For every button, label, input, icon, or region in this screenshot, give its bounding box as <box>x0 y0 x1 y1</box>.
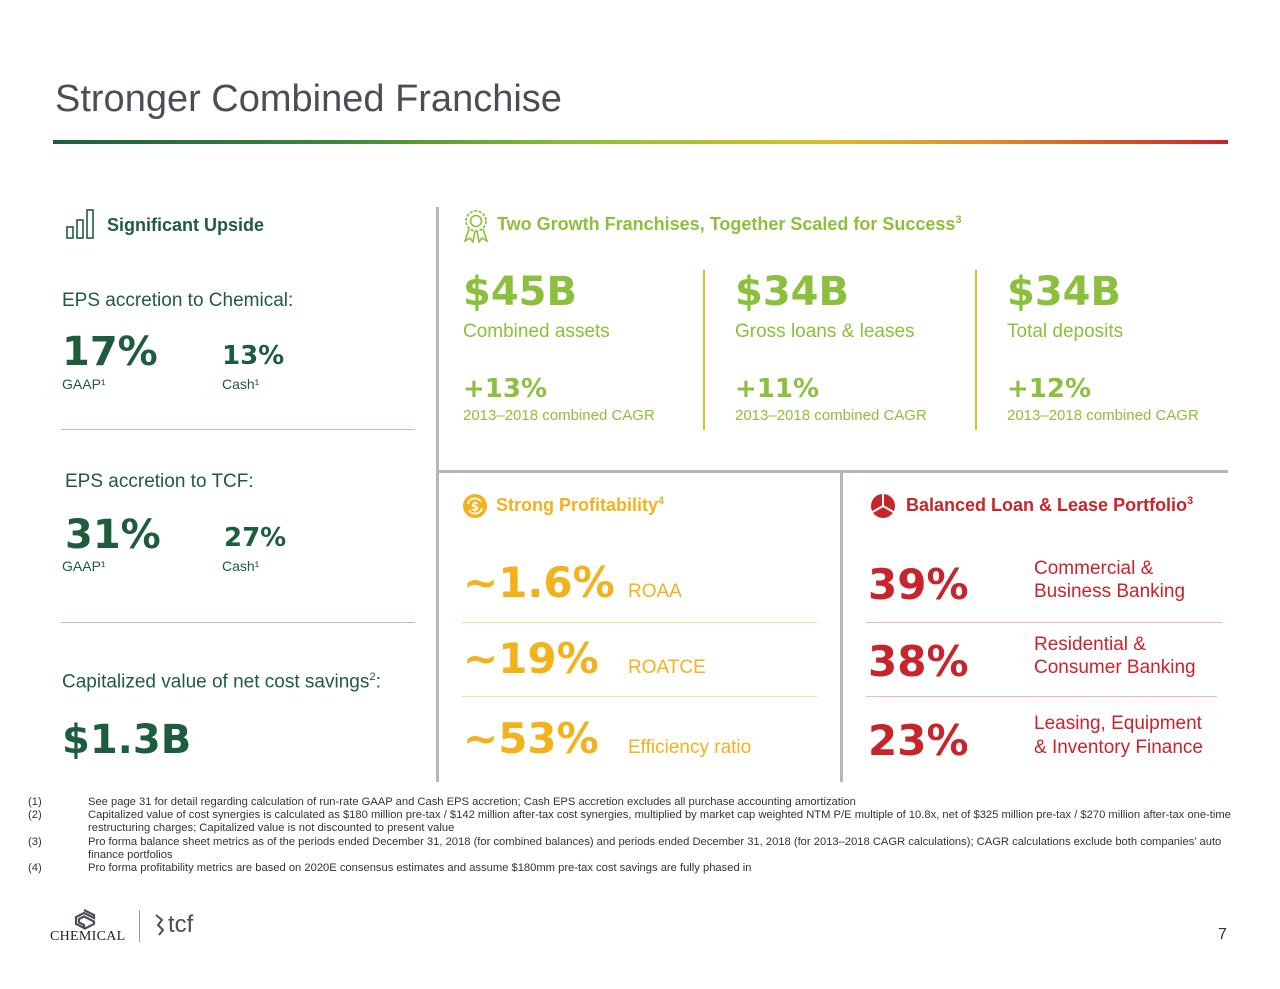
portfolio-label-residential-2: Consumer Banking <box>1034 657 1196 678</box>
profitability-label-roatce: ROATCE <box>628 657 706 678</box>
profitability-label-roaa: ROAA <box>628 581 682 602</box>
metric-label-deposits: Total deposits <box>1007 321 1124 342</box>
metric-growth-loans: +11% <box>735 374 820 404</box>
portfolio-label-leasing-1: Leasing, Equipment <box>1034 713 1202 734</box>
left-panel-divider <box>436 207 439 782</box>
chemical-logo-text: CHEMICAL <box>50 929 126 944</box>
tcf-logo-text: tcf <box>168 911 194 938</box>
metric-growth-label-assets: 2013–2018 combined CAGR <box>463 407 655 424</box>
dollar-refresh-icon: $ <box>462 493 488 519</box>
cap-savings-value: $1.3B <box>62 717 192 763</box>
footnote-1: (1) See page 31 for detail regarding calc… <box>28 796 856 808</box>
eps-chemical-label: EPS accretion to Chemical: <box>62 290 294 311</box>
portfolio-value-commercial: 39% <box>868 560 969 609</box>
tcf-logo-mark <box>155 914 165 936</box>
metric-label-loans: Gross loans & leases <box>735 321 915 342</box>
eps-chemical-cash-label: Cash¹ <box>222 376 260 392</box>
metric-growth-assets: +13% <box>463 374 548 404</box>
profitability-value-roaa: ~1.6% <box>463 558 615 607</box>
bar-chart-icon <box>66 207 96 239</box>
portfolio-label-commercial-1: Commercial & <box>1034 558 1154 579</box>
profitability-rule-2 <box>462 696 817 697</box>
logo-divider <box>139 910 140 942</box>
footnote-2: (2) Capitalized value of cost synergies i… <box>28 809 1231 835</box>
profitability-label-efficiency: Efficiency ratio <box>628 737 752 758</box>
chemical-logo-mark <box>74 909 96 930</box>
footnote-4: (4) Pro forma profitability metrics are b… <box>28 862 752 875</box>
eps-chemical-gaap-label: GAAP¹ <box>62 376 106 392</box>
eps-tcf-gaap-label: GAAP¹ <box>62 558 106 574</box>
metric-label-assets: Combined assets <box>463 321 610 342</box>
portfolio-label-residential-1: Residential & <box>1034 634 1146 655</box>
metric-growth-deposits: +12% <box>1007 374 1092 404</box>
footnote-3: (3) Pro forma balance sheet metrics as of… <box>28 835 1222 861</box>
profitability-value-efficiency: ~53% <box>463 714 599 763</box>
portfolio-label-commercial-2: Business Banking <box>1034 581 1186 602</box>
eps-tcf-cash-value: 27% <box>224 523 287 553</box>
portfolio-label-leasing-2: & Inventory Finance <box>1034 737 1203 758</box>
metric-divider-1 <box>703 270 705 430</box>
title-gradient-rule <box>53 140 1228 144</box>
eps-tcf-label: EPS accretion to TCF: <box>65 471 254 492</box>
metric-value-deposits: $34B <box>1007 269 1121 315</box>
growth-heading: Two Growth Franchises, Together Scaled f… <box>497 214 962 234</box>
metric-growth-label-loans: 2013–2018 combined CAGR <box>735 407 927 424</box>
footnotes: (1) See page 31 for detail regarding calc… <box>28 796 1233 875</box>
eps-tcf-gaap-value: 31% <box>65 512 161 558</box>
page-title: Stronger Combined Franchise <box>55 78 562 120</box>
portfolio-value-residential: 38% <box>868 637 969 686</box>
profitability-rule-1 <box>462 622 817 623</box>
pie-chart-icon <box>870 493 896 519</box>
profitability-value-roatce: ~19% <box>463 634 599 683</box>
metric-value-loans: $34B <box>735 269 849 315</box>
metric-divider-2 <box>975 270 977 430</box>
eps-chemical-cash-value: 13% <box>222 341 285 371</box>
chemical-logo: CHEMICAL <box>50 908 130 944</box>
profitability-divider <box>840 470 843 782</box>
significant-upside-heading: Significant Upside <box>107 215 265 235</box>
portfolio-rule-1 <box>866 622 1222 623</box>
page-number: 7 <box>1218 926 1227 943</box>
left-rule-1 <box>61 429 415 430</box>
portfolio-heading: Balanced Loan & Lease Portfolio3 <box>906 495 1194 515</box>
eps-tcf-cash-label: Cash¹ <box>222 558 260 574</box>
portfolio-rule-2 <box>866 696 1217 697</box>
portfolio-value-leasing: 23% <box>868 716 969 765</box>
cap-savings-label: Capitalized value of net cost savings2: <box>62 671 381 693</box>
growth-panel-bottom-rule <box>436 470 1228 473</box>
left-rule-2 <box>61 622 415 623</box>
award-ribbon-icon <box>462 209 490 243</box>
profitability-heading: Strong Profitability4 <box>496 495 665 515</box>
tcf-logo: tcf <box>154 910 202 942</box>
svg-text:$: $ <box>471 500 479 514</box>
eps-chemical-gaap-value: 17% <box>62 329 158 375</box>
metric-growth-label-deposits: 2013–2018 combined CAGR <box>1007 407 1199 424</box>
metric-value-assets: $45B <box>463 269 577 315</box>
